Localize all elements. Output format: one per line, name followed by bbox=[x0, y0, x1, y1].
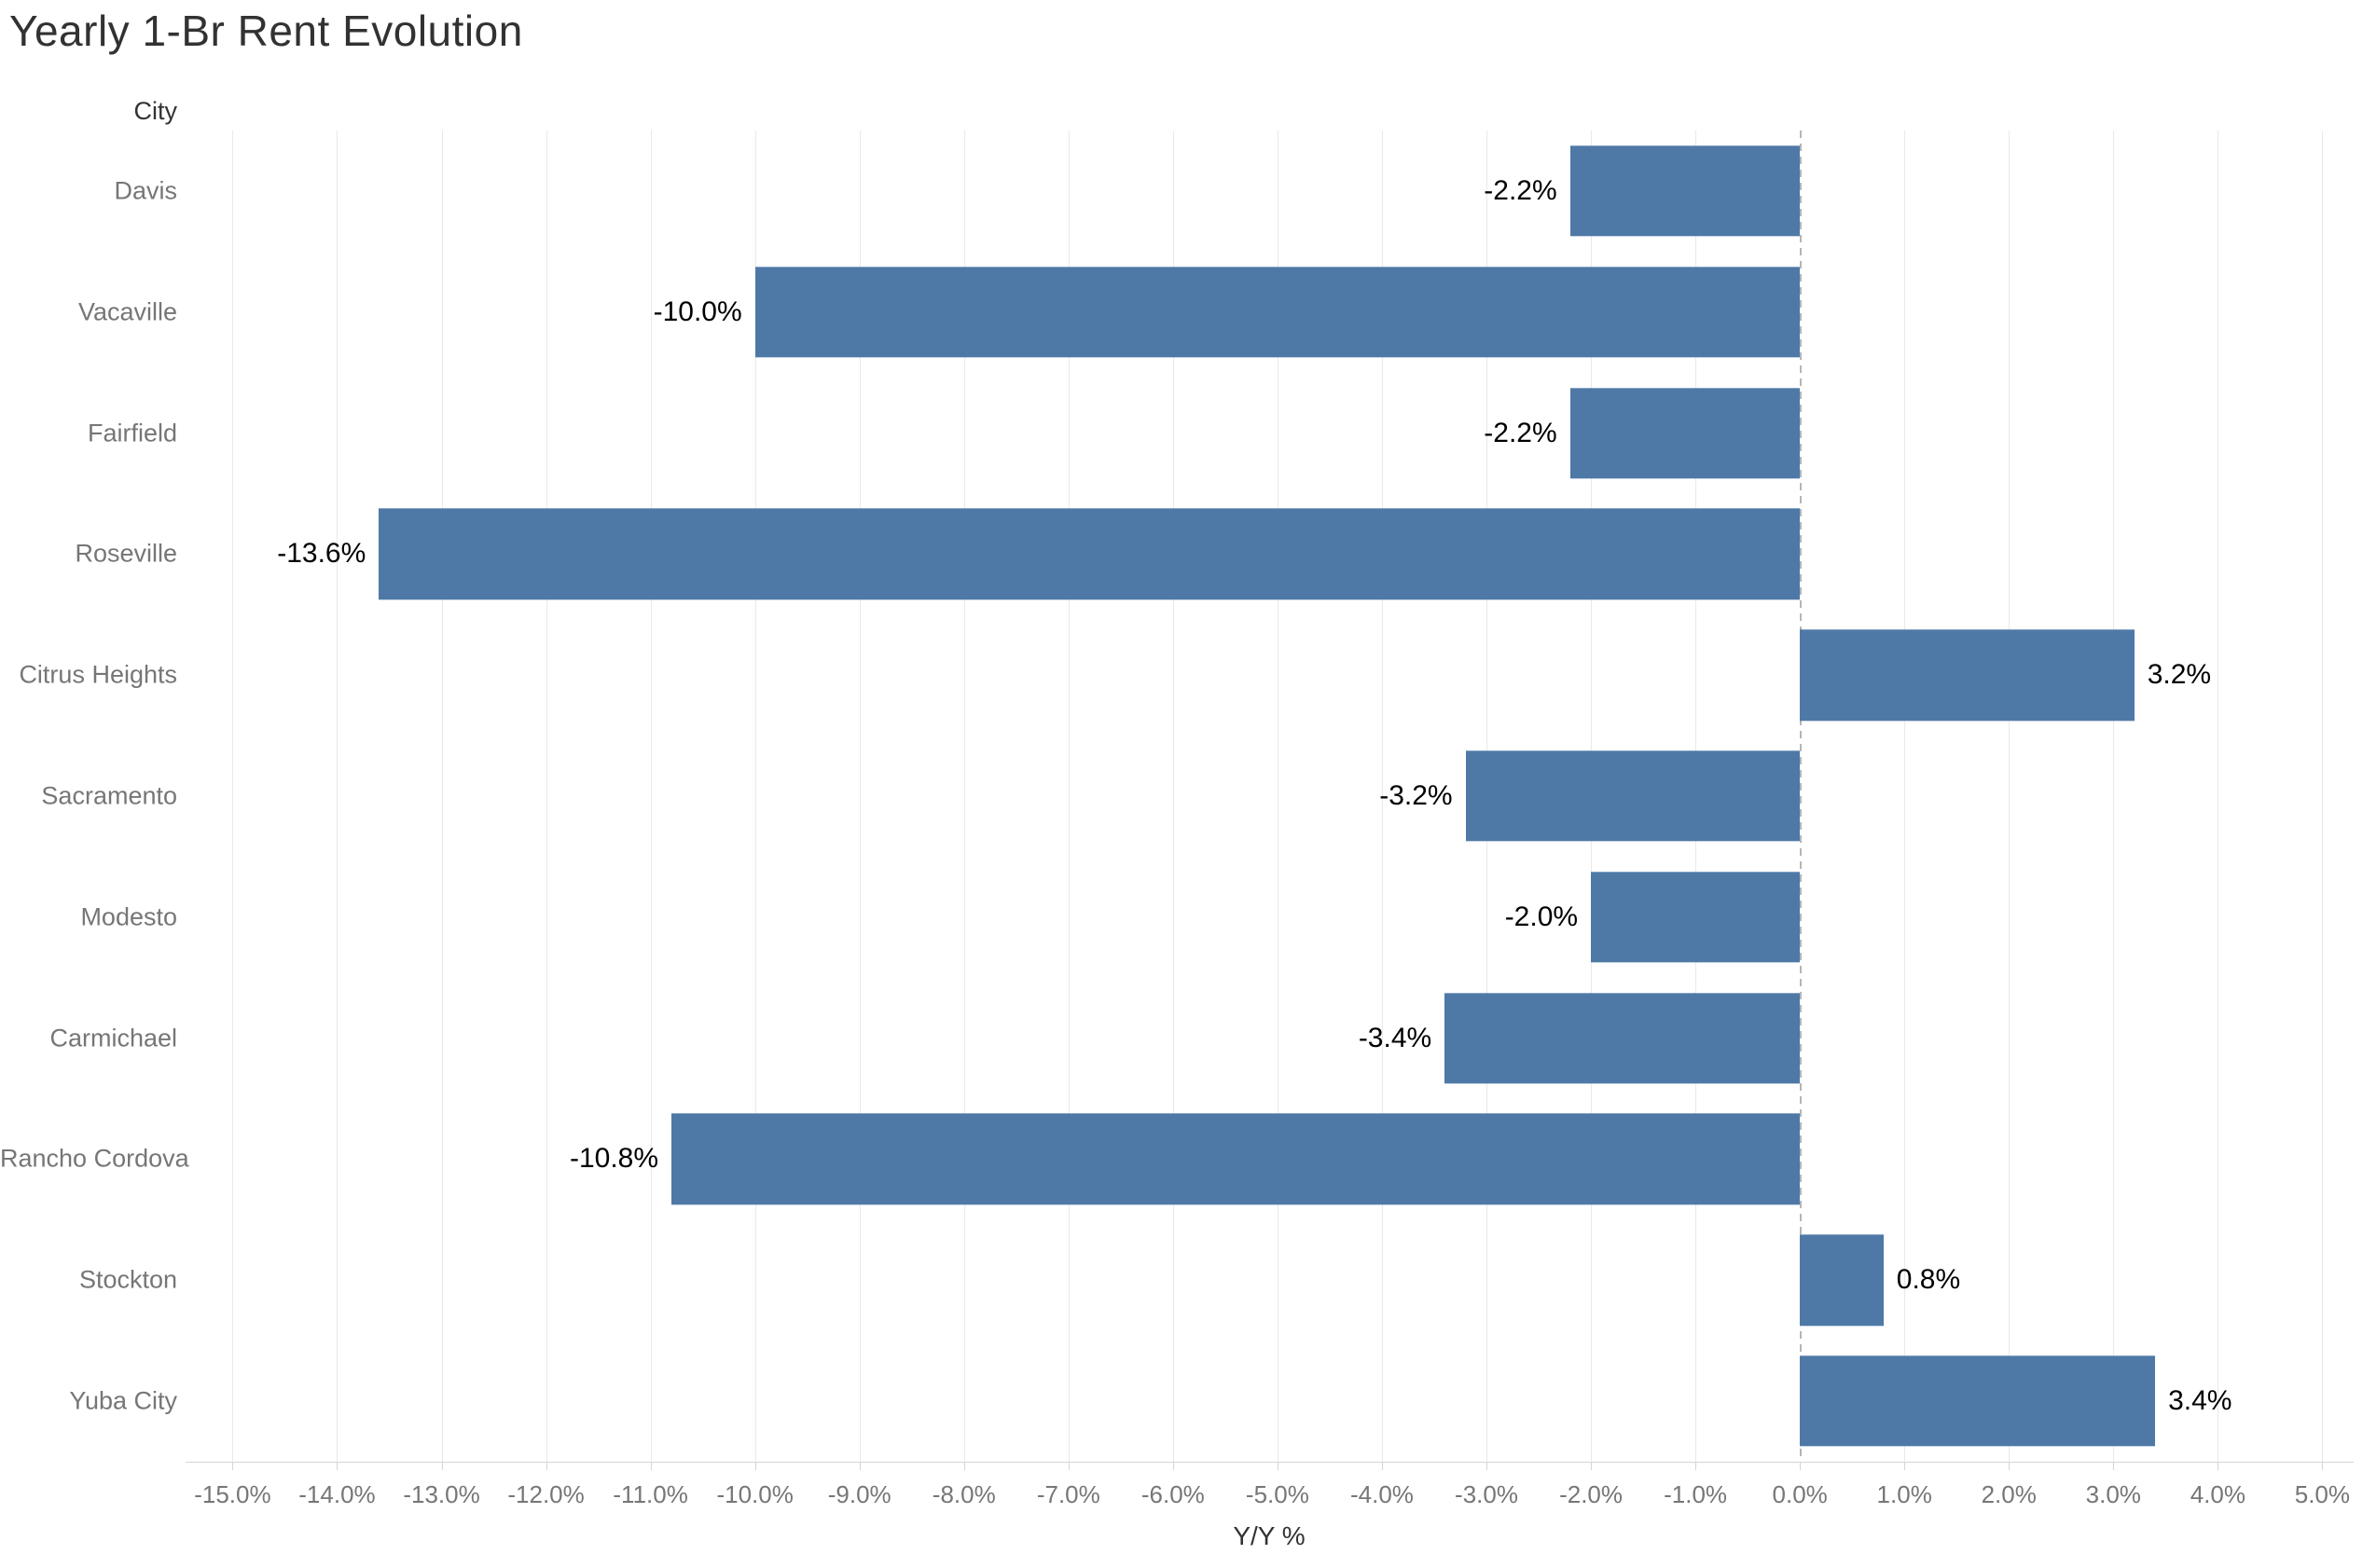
axis-tick-mark bbox=[441, 1462, 443, 1470]
gridline bbox=[1172, 131, 1174, 1462]
gridline bbox=[2113, 131, 2115, 1462]
x-tick-label: -9.0% bbox=[827, 1480, 891, 1508]
gridline bbox=[754, 131, 756, 1462]
bar-value-label: -3.4% bbox=[1358, 1022, 1432, 1053]
gridline bbox=[859, 131, 861, 1462]
axis-tick-mark bbox=[2322, 1462, 2324, 1470]
y-axis-category-labels: Davis Vacaville Fairfield Roseville Citrus H… bbox=[0, 131, 189, 1462]
gridline bbox=[2009, 131, 2011, 1462]
bar[interactable] bbox=[379, 508, 1801, 600]
axis-tick-mark bbox=[1695, 1462, 1697, 1470]
x-tick-label: 3.0% bbox=[2085, 1480, 2141, 1508]
zero-reference-line bbox=[1800, 131, 1803, 1462]
x-tick-label: -13.0% bbox=[403, 1480, 480, 1508]
gridline bbox=[441, 131, 443, 1462]
bar[interactable] bbox=[1569, 145, 1801, 237]
bar-value-label: 3.2% bbox=[2147, 659, 2212, 691]
category-label: Rancho Cordova bbox=[0, 1144, 189, 1173]
x-tick-label: -4.0% bbox=[1349, 1480, 1414, 1508]
bar-value-label: -2.2% bbox=[1484, 174, 1557, 206]
bar[interactable] bbox=[1591, 872, 1801, 963]
gridline bbox=[1381, 131, 1383, 1462]
x-tick-label: -15.0% bbox=[194, 1480, 271, 1508]
gridline bbox=[337, 131, 339, 1462]
category-label: Modesto bbox=[80, 902, 177, 931]
chart-title: Yearly 1-Br Rent Evolution bbox=[9, 7, 523, 55]
gridline bbox=[963, 131, 965, 1462]
bar[interactable] bbox=[1800, 629, 2135, 721]
x-axis-title: Y/Y % bbox=[1233, 1521, 1306, 1550]
x-tick-label: 1.0% bbox=[1876, 1480, 1932, 1508]
bar[interactable] bbox=[1800, 1234, 1884, 1326]
category-label: Vacaville bbox=[77, 297, 177, 326]
axis-tick-mark bbox=[1068, 1462, 1070, 1470]
bar-value-label: -10.8% bbox=[569, 1143, 659, 1175]
axis-tick-mark bbox=[2113, 1462, 2115, 1470]
bar[interactable] bbox=[1800, 1355, 2156, 1447]
category-label: Fairfield bbox=[87, 419, 177, 447]
x-tick-label: 2.0% bbox=[1981, 1480, 2037, 1508]
bar-value-label: -2.0% bbox=[1504, 901, 1579, 932]
category-label: Carmichael bbox=[49, 1024, 177, 1052]
bar[interactable] bbox=[1465, 750, 1801, 842]
x-tick-label: -8.0% bbox=[932, 1480, 996, 1508]
category-label: Stockton bbox=[78, 1265, 177, 1294]
x-tick-label: -12.0% bbox=[507, 1480, 585, 1508]
bar-value-label: -3.2% bbox=[1379, 780, 1453, 811]
gridline bbox=[650, 131, 652, 1462]
axis-tick-mark bbox=[2009, 1462, 2011, 1470]
category-label: Roseville bbox=[75, 539, 177, 568]
bar-value-label: 0.8% bbox=[1896, 1264, 1961, 1296]
category-label: Citrus Heights bbox=[19, 660, 177, 689]
gridline bbox=[1904, 131, 1906, 1462]
bar-value-label: -13.6% bbox=[277, 538, 366, 570]
category-label: Sacramento bbox=[41, 781, 177, 810]
axis-tick-mark bbox=[1591, 1462, 1593, 1470]
axis-tick-mark bbox=[232, 1462, 234, 1470]
axis-tick-mark bbox=[546, 1462, 547, 1470]
axis-tick-mark bbox=[1904, 1462, 1906, 1470]
x-tick-label: -10.0% bbox=[716, 1480, 794, 1508]
x-tick-label: 5.0% bbox=[2294, 1480, 2351, 1508]
bar[interactable] bbox=[671, 1113, 1801, 1205]
x-tick-label: -2.0% bbox=[1559, 1480, 1624, 1508]
x-tick-label: 4.0% bbox=[2190, 1480, 2246, 1508]
gridline bbox=[232, 131, 234, 1462]
x-axis-line bbox=[186, 1462, 2354, 1463]
bar-value-label: -2.2% bbox=[1484, 417, 1557, 448]
axis-tick-mark bbox=[963, 1462, 965, 1470]
axis-tick-mark bbox=[337, 1462, 339, 1470]
axis-tick-mark bbox=[1800, 1462, 1802, 1470]
category-label: Davis bbox=[114, 176, 177, 205]
axis-tick-mark bbox=[859, 1462, 861, 1470]
bar[interactable] bbox=[1444, 992, 1801, 1084]
bar[interactable] bbox=[754, 267, 1801, 358]
axis-tick-mark bbox=[1172, 1462, 1174, 1470]
bar[interactable] bbox=[1569, 387, 1801, 479]
category-label: Yuba City bbox=[69, 1386, 177, 1415]
gridline bbox=[2322, 131, 2324, 1462]
x-tick-label: -7.0% bbox=[1036, 1480, 1100, 1508]
x-tick-label: -1.0% bbox=[1664, 1480, 1728, 1508]
x-tick-label: -3.0% bbox=[1455, 1480, 1518, 1508]
plot-area: -15.0% -14.0% -13.0% -12.0% -11.0% -10.0% -9.0… bbox=[186, 131, 2354, 1508]
gridline bbox=[1068, 131, 1070, 1462]
axis-tick-mark bbox=[754, 1462, 756, 1470]
axis-tick-mark bbox=[1381, 1462, 1383, 1470]
bar-value-label: -10.0% bbox=[653, 296, 742, 327]
x-tick-label: 0.0% bbox=[1772, 1480, 1828, 1508]
x-tick-label: -11.0% bbox=[613, 1480, 688, 1508]
axis-tick-mark bbox=[650, 1462, 652, 1470]
gridline bbox=[546, 131, 547, 1462]
bar-value-label: 3.4% bbox=[2168, 1385, 2232, 1417]
row-header-city: City bbox=[133, 97, 178, 125]
x-tick-label: -6.0% bbox=[1140, 1480, 1205, 1508]
x-tick-label: -5.0% bbox=[1245, 1480, 1309, 1508]
x-tick-label: -14.0% bbox=[298, 1480, 376, 1508]
axis-tick-mark bbox=[1486, 1462, 1487, 1470]
